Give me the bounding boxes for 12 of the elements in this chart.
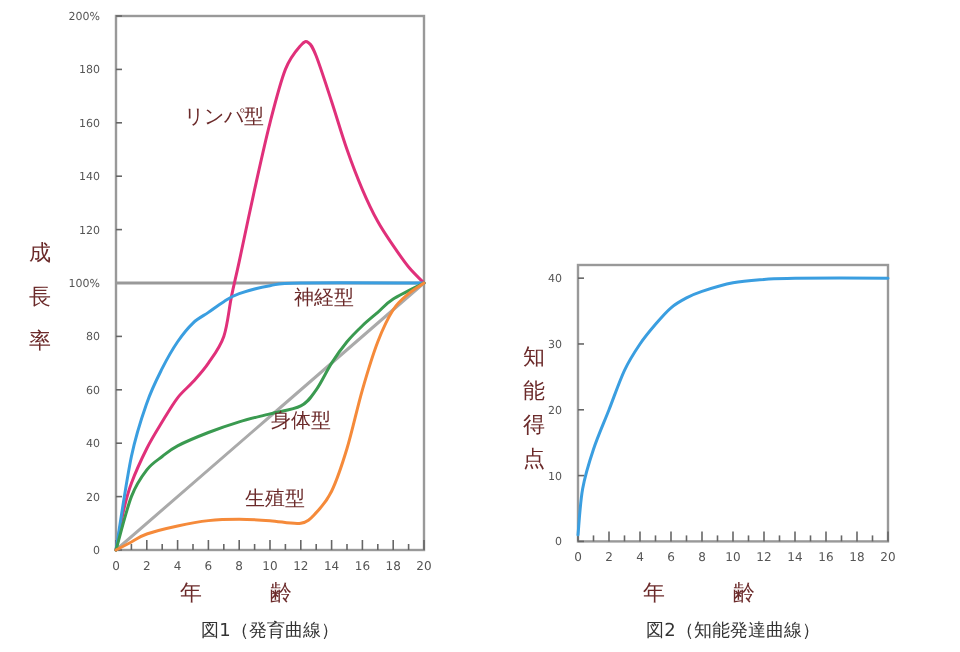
text: 図2（知能発達曲線） <box>646 620 820 642</box>
series-label: 神経型 <box>293 286 354 311</box>
series-label: 身体型 <box>270 409 331 434</box>
line-series <box>576 276 890 537</box>
x-axis-title: 年齢 <box>180 580 360 606</box>
series-label: リンパ型 <box>183 104 264 129</box>
y-axis-title: 成長率 <box>29 240 51 354</box>
y-axis-title: 知能得点 <box>523 344 545 472</box>
x-axis-title: 年齢 <box>643 580 823 606</box>
text: 図1（発育曲線） <box>201 620 339 642</box>
series-label: 生殖型 <box>244 486 305 511</box>
line-series <box>114 281 426 552</box>
